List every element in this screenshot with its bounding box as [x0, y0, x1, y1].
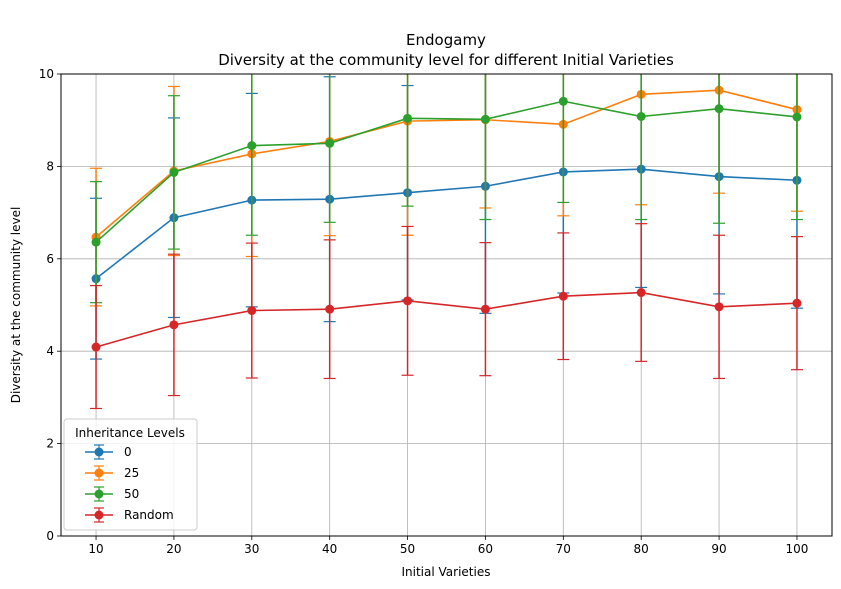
data-point: [480, 304, 490, 314]
x-tick-label: 90: [711, 542, 726, 556]
data-point: [325, 138, 335, 148]
x-tick-label: 70: [556, 542, 571, 556]
series-line: [95, 291, 797, 348]
legend-marker: [94, 468, 104, 478]
data-point: [714, 104, 724, 114]
data-point: [247, 141, 257, 151]
data-point: [558, 291, 568, 301]
series-line: [95, 168, 797, 280]
x-tick-label: 10: [88, 542, 103, 556]
data-point: [558, 96, 568, 106]
legend-entries: 0 25 50 Random: [85, 444, 174, 523]
data-point: [403, 296, 413, 306]
data-point: [636, 112, 646, 122]
x-axis: 10 20 30 40 50 60 70 80 90 100: [88, 536, 808, 556]
series-line: [95, 100, 798, 243]
legend-entry: Random: [85, 507, 174, 523]
x-axis-label: Initial Varieties: [402, 565, 491, 579]
data-point: [169, 320, 179, 330]
y-tick-label: 10: [39, 67, 54, 81]
data-point: [792, 298, 802, 308]
data-point: [636, 288, 646, 298]
y-axis-label: Diversity at the community level: [9, 207, 23, 404]
legend-label: 25: [124, 466, 139, 480]
legend-entry: 25: [85, 465, 139, 481]
chart-title: Endogamy: [406, 31, 486, 49]
series-layer: [90, 74, 803, 410]
legend: Inheritance Levels 0 25 50 Random: [63, 418, 198, 531]
data-point: [91, 237, 101, 247]
plot-frame: [60, 73, 833, 537]
y-tick-label: 0: [46, 529, 54, 543]
legend-entry: 0: [85, 444, 132, 460]
data-point: [714, 302, 724, 312]
x-tick-label: 30: [244, 542, 259, 556]
data-point: [480, 114, 490, 124]
legend-marker: [94, 510, 104, 520]
y-tick-label: 6: [46, 252, 54, 266]
legend-label: Random: [124, 508, 174, 522]
y-axis: 0 2 4 6 8 10: [39, 67, 61, 543]
data-point: [325, 304, 335, 314]
data-point: [169, 167, 179, 177]
legend-box: [63, 418, 198, 531]
x-tick-label: 50: [400, 542, 415, 556]
series-50: [90, 74, 803, 304]
legend-title: Inheritance Levels: [75, 426, 185, 440]
x-tick-label: 40: [322, 542, 337, 556]
y-tick-label: 8: [46, 159, 54, 173]
legend-label: 0: [124, 445, 132, 459]
data-point: [792, 112, 802, 122]
series-line: [95, 89, 798, 238]
legend-entry: 50: [85, 486, 139, 502]
chart-subtitle: Diversity at the community level for dif…: [218, 51, 674, 69]
x-tick-label: 100: [786, 542, 809, 556]
y-tick-label: 2: [46, 437, 54, 451]
data-point: [247, 306, 257, 316]
legend-label: 50: [124, 487, 139, 501]
data-point: [91, 342, 101, 352]
legend-marker: [94, 447, 104, 457]
data-point: [403, 113, 413, 123]
series-random: [90, 223, 803, 410]
x-tick-label: 80: [634, 542, 649, 556]
y-tick-label: 4: [46, 344, 54, 358]
x-tick-label: 60: [478, 542, 493, 556]
x-tick-label: 20: [166, 542, 181, 556]
legend-marker: [94, 489, 104, 499]
